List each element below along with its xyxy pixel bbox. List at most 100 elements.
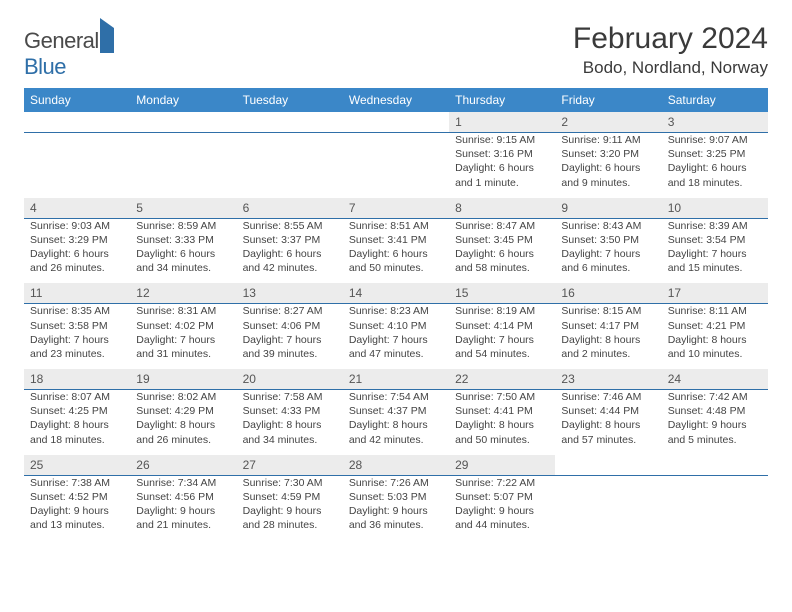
day-cell: Sunrise: 7:50 AMSunset: 4:41 PMDaylight:…	[449, 390, 555, 455]
sunrise-line: Sunrise: 8:31 AM	[136, 304, 230, 318]
sunset-line: Sunset: 4:59 PM	[243, 490, 337, 504]
day-cell: Sunrise: 8:19 AMSunset: 4:14 PMDaylight:…	[449, 304, 555, 369]
sunrise-line: Sunrise: 8:27 AM	[243, 304, 337, 318]
day-cell: Sunrise: 9:07 AMSunset: 3:25 PMDaylight:…	[662, 133, 768, 198]
sunrise-line: Sunrise: 8:07 AM	[30, 390, 124, 404]
sunset-line: Sunset: 3:37 PM	[243, 233, 337, 247]
day-number-cell	[24, 112, 130, 133]
daylight-line: Daylight: 9 hours and 28 minutes.	[243, 504, 337, 532]
daylight-line: Daylight: 6 hours and 58 minutes.	[455, 247, 549, 275]
sunrise-line: Sunrise: 9:11 AM	[561, 133, 655, 147]
sunset-line: Sunset: 4:14 PM	[455, 319, 549, 333]
day-number-cell: 4	[24, 198, 130, 219]
day-number-cell	[662, 455, 768, 476]
sunrise-line: Sunrise: 8:35 AM	[30, 304, 124, 318]
sunrise-line: Sunrise: 7:58 AM	[243, 390, 337, 404]
day-number-cell: 5	[130, 198, 236, 219]
brand-name-a: General	[24, 28, 99, 53]
day-number-cell: 20	[237, 369, 343, 390]
day-cell	[130, 133, 236, 198]
daynum-row: 123	[24, 112, 768, 133]
sunset-line: Sunset: 3:58 PM	[30, 319, 124, 333]
sunrise-line: Sunrise: 7:26 AM	[349, 476, 443, 490]
dow-header: Tuesday	[237, 88, 343, 112]
sunrise-line: Sunrise: 7:42 AM	[668, 390, 762, 404]
day-number-cell: 29	[449, 455, 555, 476]
day-cell	[24, 133, 130, 198]
day-number-cell: 14	[343, 283, 449, 304]
day-cell: Sunrise: 7:30 AMSunset: 4:59 PMDaylight:…	[237, 475, 343, 540]
day-number-cell: 18	[24, 369, 130, 390]
sunset-line: Sunset: 4:02 PM	[136, 319, 230, 333]
brand-name-b: Blue	[24, 54, 66, 79]
daylight-line: Daylight: 9 hours and 21 minutes.	[136, 504, 230, 532]
day-cell: Sunrise: 8:55 AMSunset: 3:37 PMDaylight:…	[237, 218, 343, 283]
title-block: February 2024 Bodo, Nordland, Norway	[573, 22, 768, 78]
day-cell: Sunrise: 8:15 AMSunset: 4:17 PMDaylight:…	[555, 304, 661, 369]
day-number-cell: 22	[449, 369, 555, 390]
day-number-cell: 21	[343, 369, 449, 390]
daylight-line: Daylight: 6 hours and 1 minute.	[455, 161, 549, 189]
sunset-line: Sunset: 3:29 PM	[30, 233, 124, 247]
day-number-cell: 2	[555, 112, 661, 133]
day-number-cell: 1	[449, 112, 555, 133]
day-number-cell: 24	[662, 369, 768, 390]
sunrise-line: Sunrise: 9:07 AM	[668, 133, 762, 147]
day-cell: Sunrise: 9:03 AMSunset: 3:29 PMDaylight:…	[24, 218, 130, 283]
daynum-row: 11121314151617	[24, 283, 768, 304]
daynum-row: 18192021222324	[24, 369, 768, 390]
day-number-cell: 16	[555, 283, 661, 304]
brand-logo: General Blue	[24, 22, 114, 80]
day-number-cell: 25	[24, 455, 130, 476]
day-number-cell: 10	[662, 198, 768, 219]
daylight-line: Daylight: 6 hours and 18 minutes.	[668, 161, 762, 189]
day-cell: Sunrise: 8:43 AMSunset: 3:50 PMDaylight:…	[555, 218, 661, 283]
day-cell: Sunrise: 8:47 AMSunset: 3:45 PMDaylight:…	[449, 218, 555, 283]
sunset-line: Sunset: 4:37 PM	[349, 404, 443, 418]
day-cell: Sunrise: 8:07 AMSunset: 4:25 PMDaylight:…	[24, 390, 130, 455]
week-row: Sunrise: 9:15 AMSunset: 3:16 PMDaylight:…	[24, 133, 768, 198]
sunset-line: Sunset: 4:29 PM	[136, 404, 230, 418]
sunset-line: Sunset: 3:33 PM	[136, 233, 230, 247]
day-cell: Sunrise: 7:38 AMSunset: 4:52 PMDaylight:…	[24, 475, 130, 540]
sunset-line: Sunset: 4:48 PM	[668, 404, 762, 418]
sunrise-line: Sunrise: 8:43 AM	[561, 219, 655, 233]
brand-name: General Blue	[24, 28, 114, 80]
dow-header: Sunday	[24, 88, 130, 112]
day-number-cell	[130, 112, 236, 133]
day-number-cell: 28	[343, 455, 449, 476]
dow-row: SundayMondayTuesdayWednesdayThursdayFrid…	[24, 88, 768, 112]
sunset-line: Sunset: 3:16 PM	[455, 147, 549, 161]
daylight-line: Daylight: 6 hours and 9 minutes.	[561, 161, 655, 189]
day-number-cell: 13	[237, 283, 343, 304]
brand-mark-icon	[100, 18, 114, 53]
daylight-line: Daylight: 9 hours and 36 minutes.	[349, 504, 443, 532]
daylight-line: Daylight: 7 hours and 39 minutes.	[243, 333, 337, 361]
daylight-line: Daylight: 7 hours and 15 minutes.	[668, 247, 762, 275]
day-number-cell: 27	[237, 455, 343, 476]
sunrise-line: Sunrise: 7:34 AM	[136, 476, 230, 490]
sunrise-line: Sunrise: 8:15 AM	[561, 304, 655, 318]
sunset-line: Sunset: 4:06 PM	[243, 319, 337, 333]
day-cell: Sunrise: 8:11 AMSunset: 4:21 PMDaylight:…	[662, 304, 768, 369]
day-number-cell: 3	[662, 112, 768, 133]
day-number-cell: 26	[130, 455, 236, 476]
day-cell: Sunrise: 9:11 AMSunset: 3:20 PMDaylight:…	[555, 133, 661, 198]
day-cell: Sunrise: 7:22 AMSunset: 5:07 PMDaylight:…	[449, 475, 555, 540]
dow-header: Friday	[555, 88, 661, 112]
day-cell	[662, 475, 768, 540]
day-cell: Sunrise: 7:34 AMSunset: 4:56 PMDaylight:…	[130, 475, 236, 540]
daylight-line: Daylight: 8 hours and 42 minutes.	[349, 418, 443, 446]
day-number-cell: 19	[130, 369, 236, 390]
sunset-line: Sunset: 3:50 PM	[561, 233, 655, 247]
sunset-line: Sunset: 4:10 PM	[349, 319, 443, 333]
sunrise-line: Sunrise: 8:59 AM	[136, 219, 230, 233]
sunset-line: Sunset: 4:25 PM	[30, 404, 124, 418]
daylight-line: Daylight: 8 hours and 57 minutes.	[561, 418, 655, 446]
daylight-line: Daylight: 9 hours and 13 minutes.	[30, 504, 124, 532]
day-cell: Sunrise: 9:15 AMSunset: 3:16 PMDaylight:…	[449, 133, 555, 198]
day-cell: Sunrise: 7:42 AMSunset: 4:48 PMDaylight:…	[662, 390, 768, 455]
dow-header: Wednesday	[343, 88, 449, 112]
week-row: Sunrise: 7:38 AMSunset: 4:52 PMDaylight:…	[24, 475, 768, 540]
daynum-row: 2526272829	[24, 455, 768, 476]
